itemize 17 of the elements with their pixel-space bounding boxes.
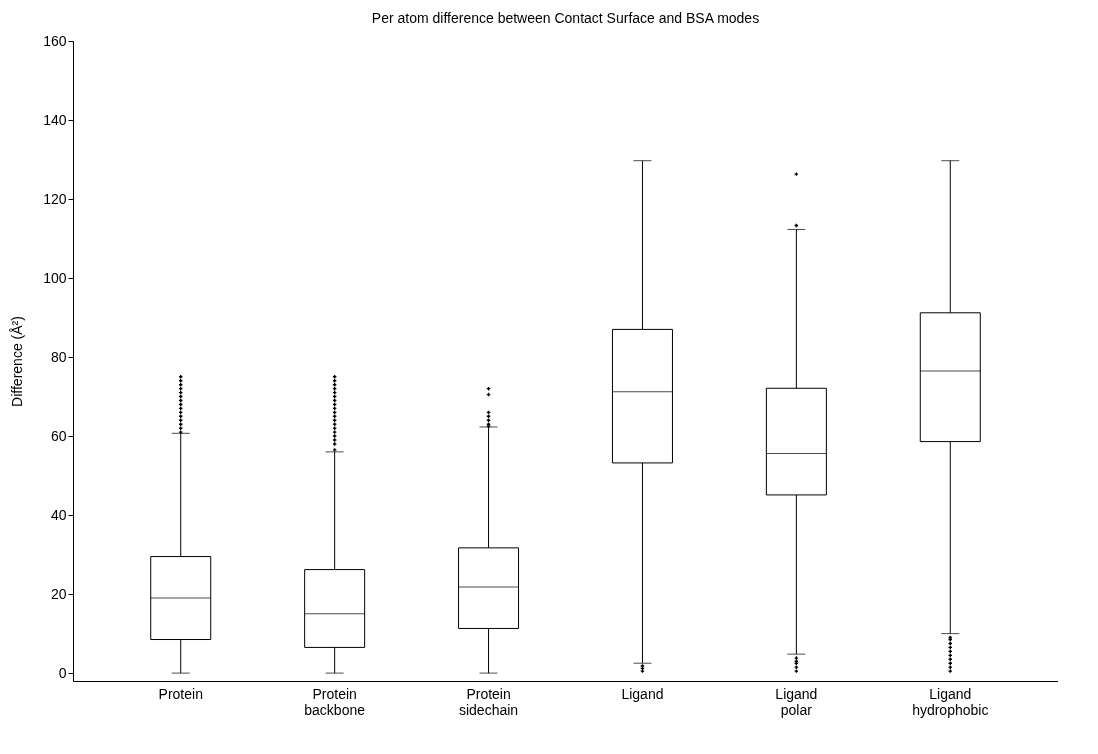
x-tick-label: Protein: [158, 685, 203, 702]
y-tick-label: 60: [50, 427, 67, 444]
x-tick-label: Ligand hydrophobic: [912, 685, 989, 718]
y-tick-label: 20: [50, 585, 67, 602]
x-tick-label: Protein backbone: [304, 685, 366, 718]
y-tick-label: 140: [43, 111, 67, 128]
y-tick-label: 0: [58, 664, 67, 681]
y-tick-label: 40: [50, 506, 67, 523]
x-tick-label: Ligand: [621, 685, 664, 702]
x-tick-label: Protein sidechain: [458, 685, 519, 718]
chart-title: Per atom difference between Contact Surface and BSA modes: [371, 10, 760, 26]
y-axis-title: Difference (Å²): [9, 316, 26, 407]
y-tick-label: 160: [43, 32, 67, 49]
x-tick-label: Ligand polar: [775, 685, 818, 718]
y-tick-label: 100: [43, 269, 67, 286]
y-tick-label: 120: [43, 190, 67, 207]
y-tick-label: 80: [50, 348, 67, 365]
